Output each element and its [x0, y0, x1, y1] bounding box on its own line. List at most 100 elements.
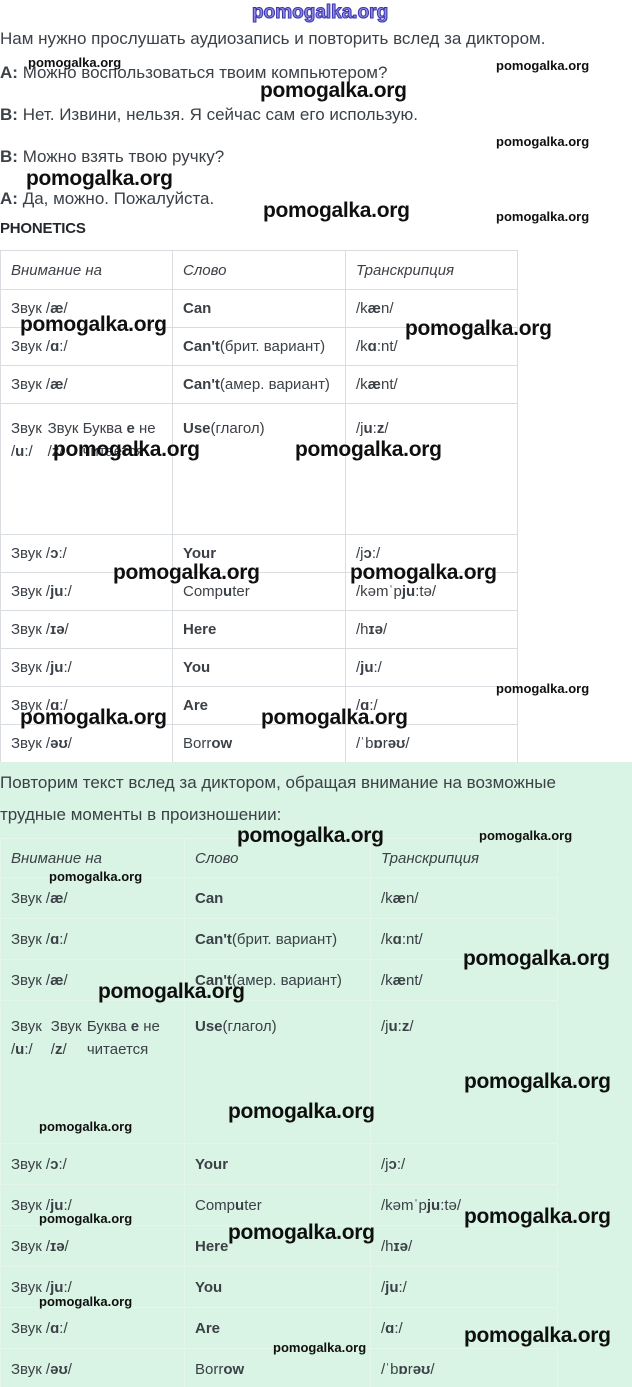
table-row: Звук / ɑ:/ Can't (брит. вариант) /k ɑ:nt/: [1, 327, 517, 365]
cell-transcription: /j u: z /: [370, 1001, 557, 1143]
watermark: pomogalka.org: [20, 313, 167, 336]
watermark: pomogalka.org: [464, 1070, 611, 1093]
cell-attention: Звук / ɔ:/: [11, 545, 67, 562]
watermark: pomogalka.org: [39, 1211, 133, 1226]
watermark: pomogalka.org: [350, 561, 497, 584]
cell-word: Your: [184, 1144, 370, 1184]
watermark: pomogalka.org: [251, 2, 389, 24]
watermark: pomogalka.org: [464, 1205, 611, 1228]
cell-word: Use (глагол): [172, 404, 345, 534]
cell-attention: Звук / ɑ:/: [11, 697, 68, 714]
cell-word: Use (глагол): [184, 1001, 370, 1143]
table-row: Звук / ɑ:/ Are / ɑ:/: [1, 1307, 557, 1348]
watermark: pomogalka.org: [261, 706, 408, 729]
header-transcription: Транскрипция: [345, 251, 517, 289]
dialogue-text: Можно воспользоваться твоим компьютером?: [22, 63, 388, 82]
header-transcription: Транскрипция: [370, 839, 557, 877]
table-row: Звук / ɑ:/ Are / ɑ:/: [1, 686, 517, 724]
cell-word: Here: [172, 611, 345, 648]
cell-attention: Звук / æ /: [11, 300, 68, 317]
table-row: Звук / æ / Can't (амер. вариант) /k æ nt/: [1, 959, 557, 1000]
watermark: pomogalka.org: [295, 438, 442, 461]
cell-attention: Звук / ɑ:/: [11, 1319, 68, 1337]
cell-transcription: /kəmˈp ju:tə/: [345, 573, 517, 610]
cell-attention: Звук / ju:/: [11, 659, 72, 676]
watermark: pomogalka.org: [49, 869, 143, 884]
cell-word: Can: [172, 290, 345, 327]
cell-transcription: /ˈb ɒ r əʊ /: [345, 725, 517, 762]
watermark: pomogalka.org: [496, 134, 590, 149]
speaker-label: B:: [0, 105, 18, 124]
speaker-label: B:: [0, 147, 18, 166]
watermark: pomogalka.org: [228, 1221, 375, 1244]
table-row: Звук / ju:/ Comp u ter /kəmˈp ju:tə/: [1, 1184, 557, 1225]
table-row: Звук / æ / Can't (амер. вариант) /k æ nt/: [1, 365, 517, 403]
cell-word: Here: [184, 1226, 370, 1266]
cell-word: Comp u ter: [172, 573, 345, 610]
cell-transcription: / ju:/: [345, 649, 517, 686]
cell-word: You: [172, 649, 345, 686]
table-row: Звук /u:/ Звук /z/ Буква е не читается U…: [1, 1000, 557, 1143]
cell-transcription: /h ɪə /: [345, 611, 517, 648]
cell-transcription: / ɑ:/: [370, 1308, 557, 1348]
cell-word: Can't (амер. вариант): [184, 960, 370, 1000]
header-attention: Внимание на: [11, 849, 102, 867]
cell-word: Your: [172, 535, 345, 572]
table-row: Звук / ju:/ You / ju:/: [1, 1266, 557, 1307]
cell-attention: Звук / əʊ /: [11, 1360, 72, 1378]
cell-transcription: /h ɪə /: [370, 1226, 557, 1266]
watermark: pomogalka.org: [113, 561, 260, 584]
cell-transcription: /k æ nt/: [345, 366, 517, 403]
repeat-note-line1: Повторим текст вслед за диктором, обраща…: [0, 773, 556, 792]
cell-attention: Звук / ju:/: [11, 1278, 72, 1296]
repeat-note-line2: трудные моменты в произношении:: [0, 805, 282, 824]
cell-attention: Звук / ɔ:/: [11, 1155, 67, 1173]
watermark: pomogalka.org: [53, 438, 200, 461]
cell-attention: Звук / æ /: [11, 376, 68, 393]
table-row: Звук / ju:/ Comp u ter /kəmˈp ju:tə/: [1, 572, 517, 610]
green-section-background: [0, 762, 632, 1387]
dialogue-text: Да, можно. Пожалуйста.: [22, 189, 215, 208]
dialogue-text: Нет. Извини, нельзя. Я сейчас сам его ис…: [22, 105, 419, 124]
cell-word: Are: [172, 687, 345, 724]
dialogue-line: A: Да, можно. Пожалуйста.: [0, 188, 214, 209]
watermark: pomogalka.org: [39, 1294, 133, 1309]
table-header-row: Внимание на Слово Транскрипция: [1, 839, 557, 877]
table-row: Звук / æ / Can /k æ n/: [1, 877, 557, 918]
cell-attention: Звук / æ /: [11, 971, 68, 989]
header-attention: Внимание на: [11, 261, 102, 279]
intro-text: Нам нужно прослушать аудиозапись и повто…: [0, 29, 546, 48]
cell-word: Can't (брит. вариант): [184, 919, 370, 959]
cell-attention: Звук / ju:/: [11, 1196, 72, 1214]
cell-word: Can: [184, 878, 370, 918]
cell-attention: Звук / ɑ:/: [11, 338, 68, 355]
cell-transcription: / ju:/: [370, 1267, 557, 1307]
watermark: pomogalka.org: [260, 79, 407, 102]
dialogue-line: A: Можно воспользоваться твоим компьютер…: [0, 62, 387, 83]
cell-attention: Звук /u:/ Звук /z/ Буква е не читается: [11, 1018, 160, 1058]
watermark: pomogalka.org: [26, 167, 173, 190]
watermark: pomogalka.org: [273, 1340, 367, 1355]
table-row: Звук / æ / Can /k æ n/: [1, 289, 517, 327]
watermark: pomogalka.org: [228, 1100, 375, 1123]
watermark: pomogalka.org: [496, 209, 590, 224]
cell-transcription: /k æ n/: [370, 878, 557, 918]
watermark: pomogalka.org: [479, 828, 573, 843]
cell-word: Comp u ter: [184, 1185, 370, 1225]
cell-transcription: / ɑ:/: [345, 687, 517, 724]
cell-word: Can't (брит. вариант): [172, 328, 345, 365]
table-row: Звук / əʊ / Borr ow /ˈb ɒ r əʊ /: [1, 724, 517, 762]
speaker-label: A:: [0, 189, 18, 208]
cell-word: You: [184, 1267, 370, 1307]
cell-attention: Звук / ɪə /: [11, 1237, 69, 1255]
cell-transcription: /k æ nt/: [370, 960, 557, 1000]
cell-attention: Звук / ɪə /: [11, 621, 69, 638]
table-row: Звук / ɔ:/ Your /j ɔ:/: [1, 534, 517, 572]
table-row: Звук / əʊ / Borr ow /ˈb ɒ r əʊ /: [1, 1348, 557, 1387]
cell-transcription: /k æ n/: [345, 290, 517, 327]
cell-transcription: /ˈb ɒ r əʊ /: [370, 1349, 557, 1387]
table-row: Звук / ɪə / Here /h ɪə /: [1, 610, 517, 648]
phonetics-table: Внимание на Слово Транскрипция Звук / æ / …: [0, 250, 518, 763]
header-word: Слово: [184, 839, 370, 877]
dialogue-line: B: Можно взять твою ручку?: [0, 146, 224, 167]
